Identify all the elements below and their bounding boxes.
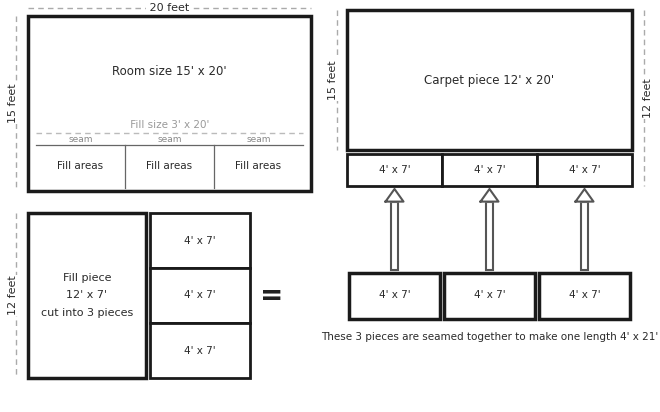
Text: 4' x 7': 4' x 7' bbox=[379, 290, 411, 300]
Text: 12 feet: 12 feet bbox=[8, 276, 18, 315]
Text: 4' x 7': 4' x 7' bbox=[184, 346, 216, 356]
Text: 4' x 7': 4' x 7' bbox=[379, 165, 411, 175]
Text: 4' x 7': 4' x 7' bbox=[184, 290, 216, 300]
Text: 4' x 7': 4' x 7' bbox=[474, 165, 506, 175]
Text: Fill piece
12' x 7'
cut into 3 pieces: Fill piece 12' x 7' cut into 3 pieces bbox=[41, 273, 133, 318]
Bar bbox=[150, 323, 250, 378]
Text: Fill size 3' x 20': Fill size 3' x 20' bbox=[127, 120, 213, 130]
Text: 20 feet: 20 feet bbox=[146, 3, 193, 13]
Text: 15 feet: 15 feet bbox=[328, 60, 338, 100]
Text: seam: seam bbox=[246, 135, 271, 144]
Text: 15 feet: 15 feet bbox=[8, 84, 18, 123]
Polygon shape bbox=[576, 189, 593, 201]
Bar bbox=[150, 268, 250, 323]
Bar bbox=[28, 16, 311, 191]
Bar bbox=[28, 213, 146, 378]
Text: 12 feet: 12 feet bbox=[643, 78, 653, 118]
Bar bbox=[391, 201, 397, 269]
Text: 4' x 7': 4' x 7' bbox=[184, 236, 216, 246]
Text: Fill areas: Fill areas bbox=[147, 161, 193, 171]
Text: Fill areas: Fill areas bbox=[57, 161, 104, 171]
Bar bbox=[150, 213, 250, 268]
Text: 4' x 7': 4' x 7' bbox=[569, 165, 601, 175]
Bar bbox=[349, 272, 440, 318]
Bar bbox=[537, 154, 632, 186]
Bar bbox=[347, 10, 632, 150]
Text: Room size 15' x 20': Room size 15' x 20' bbox=[112, 65, 227, 77]
Text: Fill areas: Fill areas bbox=[236, 161, 282, 171]
Text: seam: seam bbox=[157, 135, 182, 144]
Text: 4' x 7': 4' x 7' bbox=[569, 290, 601, 300]
Bar bbox=[347, 154, 442, 186]
Bar bbox=[539, 272, 630, 318]
Text: seam: seam bbox=[68, 135, 93, 144]
Text: =: = bbox=[260, 281, 284, 309]
Text: Carpet piece 12' x 20': Carpet piece 12' x 20' bbox=[424, 73, 554, 87]
Polygon shape bbox=[480, 189, 498, 201]
Text: These 3 pieces are seamed together to make one length 4' x 21': These 3 pieces are seamed together to ma… bbox=[321, 332, 658, 342]
Text: 4' x 7': 4' x 7' bbox=[474, 290, 506, 300]
Bar bbox=[444, 272, 535, 318]
Bar bbox=[486, 201, 492, 269]
Bar bbox=[442, 154, 537, 186]
Bar bbox=[581, 201, 587, 269]
Polygon shape bbox=[385, 189, 403, 201]
